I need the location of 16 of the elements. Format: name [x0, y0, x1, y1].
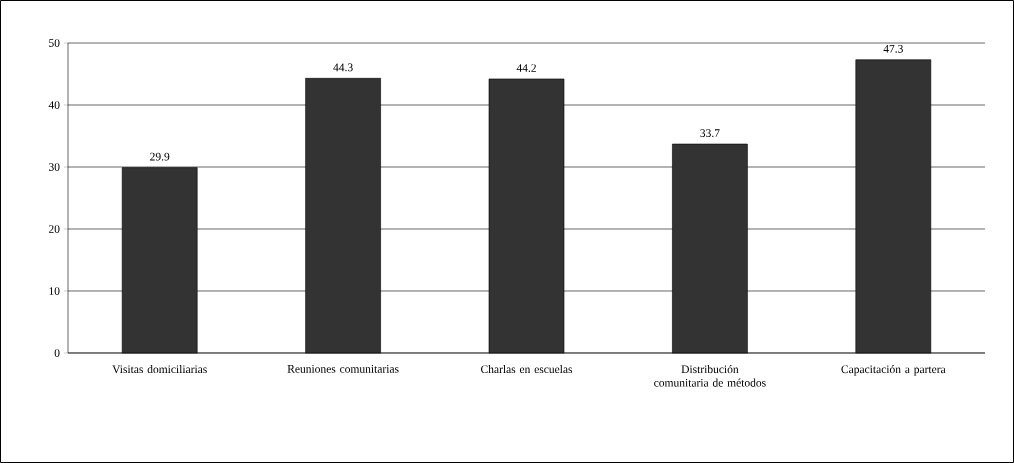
x-tick-label: Distribución comunitaria de métodos [654, 365, 766, 387]
data-label: 47.3 [883, 44, 903, 53]
x-tick-label: Capacitación a partera [841, 365, 946, 376]
x-tick-label: Reuniones comunitarias [287, 365, 399, 373]
data-label: 44.2 [516, 64, 536, 72]
y-tick-label: 50 [49, 39, 60, 47]
x-tick-label: Visitas domiciliarias [112, 365, 207, 374]
y-tick-label: 0 [54, 349, 60, 357]
y-tick-label: 20 [48, 225, 60, 233]
y-tick-label: 30 [49, 163, 60, 171]
y-tick-label: 10 [49, 287, 60, 295]
data-label: 44.3 [333, 63, 353, 72]
data-label: 33.7 [700, 129, 720, 138]
x-tick-label: Charlas en escuelas [480, 365, 573, 374]
data-label: 29.9 [150, 152, 170, 161]
y-tick-label: 40 [48, 101, 60, 109]
